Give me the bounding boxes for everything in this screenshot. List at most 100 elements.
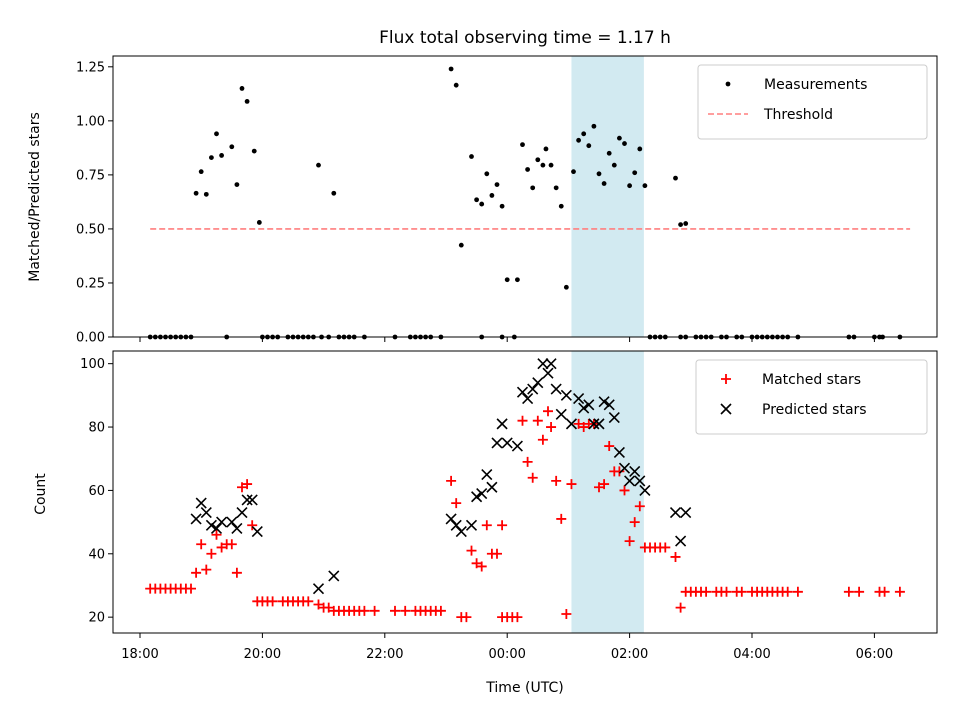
top-panel-y-axis-label: Matched/Predicted stars	[27, 112, 43, 282]
measurement-point	[576, 137, 581, 143]
matched-star-point	[782, 586, 793, 597]
matched-star-point	[566, 479, 577, 490]
matched-star-point	[670, 551, 681, 562]
matched-star-point	[481, 520, 492, 531]
y-tick-label: 1.25	[76, 60, 105, 75]
matched-star-point	[721, 586, 732, 597]
predicted-star-point	[669, 507, 682, 519]
matched-star-point	[359, 605, 370, 616]
measurement-point	[469, 154, 474, 159]
measurement-point	[458, 242, 464, 248]
predicted-star-point	[618, 462, 631, 474]
matched-star-point	[237, 482, 247, 493]
matched-star-point	[206, 548, 217, 559]
matched-star-point	[492, 548, 502, 559]
measurement-point	[637, 146, 643, 152]
matched-star-point	[594, 482, 604, 493]
matched-star-point	[313, 599, 324, 610]
matched-star-point	[517, 415, 528, 426]
matched-star-point	[573, 418, 584, 429]
chart-title: Flux total observing time = 1.17 h	[379, 28, 671, 48]
predicted-star-point	[639, 484, 651, 496]
bottom-panel: 20 40 60 80 100 18:00 20:00 22:00 00:00 02:00 04:0…	[80, 350, 938, 662]
predicted-star-point	[624, 475, 636, 487]
predicted-star-point	[680, 507, 692, 519]
predicted-star-point	[527, 383, 539, 395]
measurement-point	[553, 185, 559, 191]
predicted-star-point	[241, 494, 253, 506]
y-tick-label: 100	[80, 357, 105, 372]
measurement-point	[678, 222, 683, 228]
measurement-point	[530, 185, 536, 191]
predicted-star-point	[598, 396, 610, 408]
measurement-point	[627, 183, 632, 189]
predicted-star-point	[634, 475, 646, 487]
series-matched-stars	[145, 406, 905, 623]
legend-label: Threshold	[763, 107, 833, 123]
predicted-star-point	[236, 507, 248, 519]
series-predicted-stars	[190, 358, 692, 595]
matched-star-point	[497, 520, 508, 531]
measurement-point	[448, 66, 454, 72]
measurement-point	[214, 131, 219, 137]
measurement-point	[581, 131, 587, 137]
predicted-star-point	[190, 513, 202, 525]
matched-star-point	[369, 605, 380, 616]
predicted-star-point	[603, 399, 615, 411]
matched-star-point	[701, 586, 712, 597]
matched-star-point	[624, 536, 635, 547]
matched-star-point	[196, 539, 207, 550]
y-tick-label: 60	[88, 484, 105, 499]
matched-star-point	[604, 441, 615, 452]
matched-star-point	[211, 529, 222, 540]
matched-star-point	[556, 513, 567, 524]
predicted-star-point	[445, 513, 457, 525]
measurement-point	[198, 169, 204, 175]
axes-frame	[112, 55, 938, 338]
predicted-star-point	[491, 437, 503, 449]
matched-star-point	[400, 605, 411, 616]
matched-star-point	[446, 475, 457, 486]
legend: Measurements Threshold	[697, 64, 928, 140]
measurement-point	[563, 284, 569, 290]
predicted-star-point	[629, 465, 641, 477]
predicted-star-point	[496, 418, 508, 430]
predicted-star-point	[511, 440, 523, 452]
matched-star-point	[634, 501, 645, 512]
measurement-point	[494, 182, 500, 188]
measurement-point	[642, 183, 648, 189]
predicted-star-point	[545, 358, 557, 370]
legend-label: Matched stars	[762, 372, 861, 388]
matched-star-point	[578, 422, 589, 433]
x-tick-label: 20:00	[244, 647, 281, 662]
matched-star-point	[675, 602, 686, 613]
matched-star-point	[186, 583, 196, 594]
matched-star-point	[471, 558, 482, 569]
predicted-star-point	[200, 507, 212, 519]
measurement-point	[611, 162, 617, 168]
predicted-star-point	[465, 519, 478, 531]
measurement-point	[548, 162, 554, 168]
matched-star-point	[303, 596, 314, 607]
matched-star-point	[216, 542, 227, 553]
predicted-star-point	[573, 392, 585, 405]
matched-star-point	[527, 472, 538, 483]
x-tick-label: 00:00	[488, 647, 525, 662]
matched-star-point	[843, 586, 854, 597]
measurement-point	[673, 175, 678, 181]
measurement-point	[601, 181, 607, 186]
predicted-star-point	[471, 491, 483, 503]
legend-label: Measurements	[764, 77, 867, 93]
measurement-point	[474, 197, 479, 203]
matched-star-point	[226, 539, 237, 550]
measurement-point	[453, 82, 459, 88]
predicted-star-point	[583, 399, 595, 411]
matched-star-point	[267, 596, 278, 607]
measurement-point	[229, 144, 235, 150]
measurement-point	[591, 123, 597, 129]
matched-star-point	[660, 542, 671, 553]
predicted-star-point	[555, 408, 567, 420]
matched-star-point	[551, 475, 562, 486]
predicted-star-point	[450, 519, 462, 531]
